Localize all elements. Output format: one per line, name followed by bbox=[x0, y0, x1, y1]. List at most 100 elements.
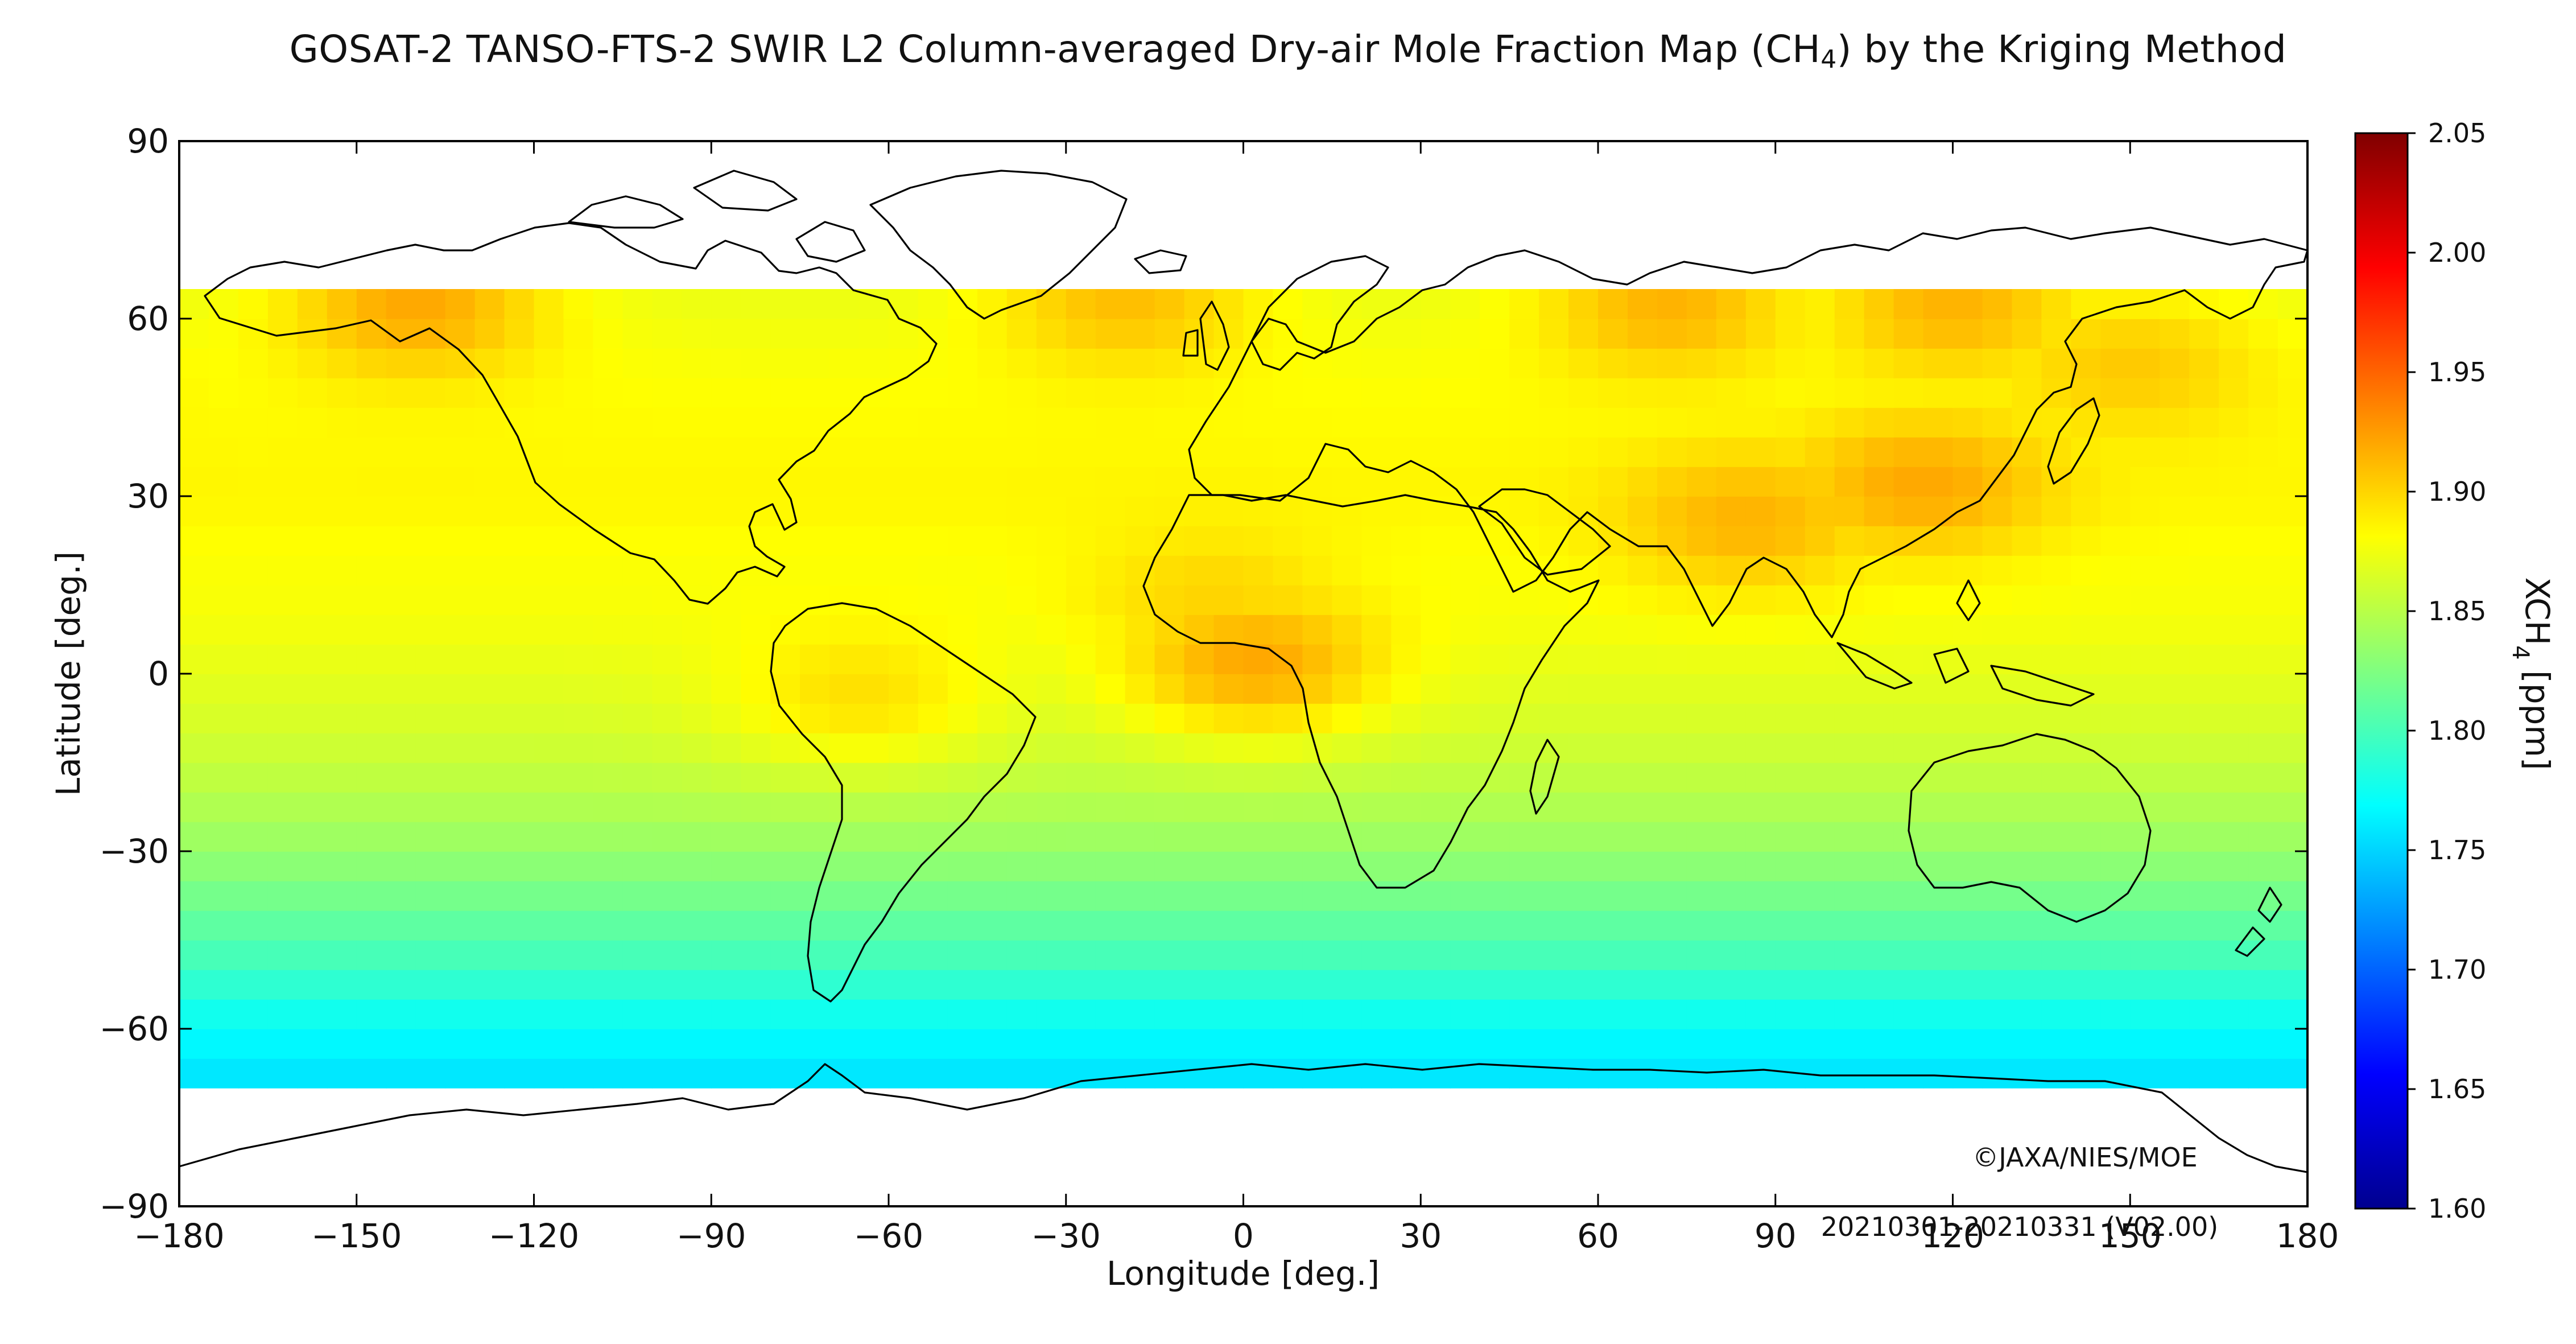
heatmap-cell bbox=[1539, 851, 1569, 881]
heatmap-cell bbox=[1273, 792, 1303, 822]
heatmap-cell bbox=[1273, 289, 1303, 319]
heatmap-cell bbox=[1450, 674, 1480, 704]
heatmap-cell bbox=[977, 970, 1008, 1000]
heatmap-cell bbox=[327, 792, 357, 822]
heatmap-cell bbox=[1686, 615, 1717, 645]
heatmap-cell bbox=[2278, 674, 2307, 704]
heatmap-cell bbox=[1982, 940, 2013, 970]
heatmap-cell bbox=[1598, 378, 1628, 408]
heatmap-cell bbox=[1480, 467, 1510, 497]
heatmap-cell bbox=[2189, 378, 2219, 408]
heatmap-cell bbox=[474, 378, 505, 408]
heatmap-cell bbox=[1628, 762, 1658, 793]
heatmap-cell bbox=[1213, 703, 1244, 733]
heatmap-cell bbox=[1893, 319, 1924, 349]
heatmap-cell bbox=[386, 644, 416, 674]
heatmap-cell bbox=[2278, 644, 2307, 674]
map-title: GOSAT-2 TANSO-FTS-2 SWIR L2 Column-avera… bbox=[0, 27, 2576, 74]
heatmap-cell bbox=[1213, 644, 1244, 674]
heatmap-cell bbox=[1273, 733, 1303, 763]
heatmap-cell bbox=[1539, 437, 1569, 467]
heatmap-cell bbox=[800, 289, 830, 319]
heatmap-cell bbox=[2248, 407, 2278, 438]
heatmap-cell bbox=[1450, 585, 1480, 615]
heatmap-cell bbox=[1450, 703, 1480, 733]
heatmap-cell bbox=[1036, 910, 1067, 941]
heatmap-cell bbox=[297, 615, 328, 645]
heatmap-cell bbox=[1716, 467, 1747, 497]
heatmap-cell bbox=[327, 348, 357, 378]
heatmap-cell bbox=[1391, 496, 1422, 526]
heatmap-cell bbox=[1302, 940, 1333, 970]
heatmap-cell bbox=[1864, 348, 1894, 378]
heatmap-cell bbox=[2219, 319, 2249, 349]
heatmap-cell bbox=[622, 1058, 653, 1089]
heatmap-cell bbox=[1982, 496, 2013, 526]
heatmap-cell bbox=[1509, 881, 1539, 911]
heatmap-cell bbox=[1509, 1058, 1539, 1089]
heatmap-cell bbox=[267, 615, 298, 645]
coast-south-america bbox=[770, 602, 1037, 1003]
x-tick-label: −180 bbox=[134, 1217, 224, 1255]
heatmap-cell bbox=[1923, 289, 1954, 319]
heatmap-cell bbox=[2100, 910, 2131, 941]
heatmap-cell bbox=[2041, 378, 2072, 408]
heatmap-cell bbox=[1036, 999, 1067, 1029]
heatmap-cell bbox=[2012, 1029, 2042, 1059]
heatmap-cell bbox=[889, 970, 919, 1000]
heatmap-cell bbox=[2071, 703, 2102, 733]
heatmap-cell bbox=[563, 881, 594, 911]
heatmap-cell bbox=[2071, 467, 2102, 497]
heatmap-cell bbox=[1686, 1029, 1717, 1059]
heatmap-cell bbox=[889, 674, 919, 704]
heatmap-cell bbox=[1302, 970, 1333, 1000]
heatmap-cell bbox=[1184, 526, 1215, 556]
heatmap-cell bbox=[1361, 526, 1392, 556]
heatmap-cell bbox=[1006, 1058, 1037, 1089]
heatmap-cell bbox=[297, 674, 328, 704]
coast-iceland bbox=[1134, 249, 1187, 274]
heatmap-cell bbox=[1834, 615, 1865, 645]
heatmap-cell bbox=[1834, 1058, 1865, 1089]
heatmap-cell bbox=[1864, 467, 1894, 497]
colorbar-title-unit: [ppm] bbox=[2518, 660, 2557, 770]
heatmap-cell bbox=[1952, 407, 1983, 438]
heatmap-cell bbox=[2278, 822, 2307, 852]
heatmap-cell bbox=[1332, 378, 1363, 408]
heatmap-cell bbox=[918, 348, 948, 378]
heatmap-cell bbox=[1036, 1029, 1067, 1059]
heatmap-cell bbox=[1036, 792, 1067, 822]
heatmap-cell bbox=[2012, 792, 2042, 822]
heatmap-cell bbox=[179, 348, 209, 378]
heatmap-cell bbox=[2100, 822, 2131, 852]
heatmap-cell bbox=[1095, 348, 1126, 378]
heatmap-cell bbox=[179, 437, 209, 467]
heatmap-cell bbox=[1095, 1029, 1126, 1059]
heatmap-cell bbox=[711, 437, 742, 467]
heatmap-cell bbox=[1391, 615, 1422, 645]
heatmap-cell bbox=[356, 644, 387, 674]
heatmap-cell bbox=[1450, 437, 1480, 467]
heatmap-cell bbox=[209, 555, 239, 586]
heatmap-cell bbox=[652, 496, 683, 526]
heatmap-cell bbox=[1273, 970, 1303, 1000]
heatmap-cell bbox=[859, 822, 889, 852]
heatmap-cell bbox=[2160, 644, 2190, 674]
heatmap-cell bbox=[800, 555, 830, 586]
heatmap-cell bbox=[1391, 526, 1422, 556]
heatmap-cell bbox=[1361, 792, 1392, 822]
heatmap-cell bbox=[1834, 289, 1865, 319]
heatmap-cell bbox=[1923, 585, 1954, 615]
heatmap-cell bbox=[1716, 792, 1747, 822]
heatmap-cell bbox=[1421, 319, 1451, 349]
heatmap-cell bbox=[1450, 851, 1480, 881]
heatmap-cell bbox=[445, 1029, 476, 1059]
heatmap-cell bbox=[504, 703, 535, 733]
heatmap-cell bbox=[1923, 940, 1954, 970]
heatmap-cell bbox=[829, 555, 860, 586]
heatmap-cell bbox=[1775, 1029, 1806, 1059]
heatmap-cell bbox=[859, 437, 889, 467]
heatmap-cell bbox=[682, 378, 712, 408]
heatmap-cell bbox=[1154, 407, 1185, 438]
heatmap-cell bbox=[179, 615, 209, 645]
